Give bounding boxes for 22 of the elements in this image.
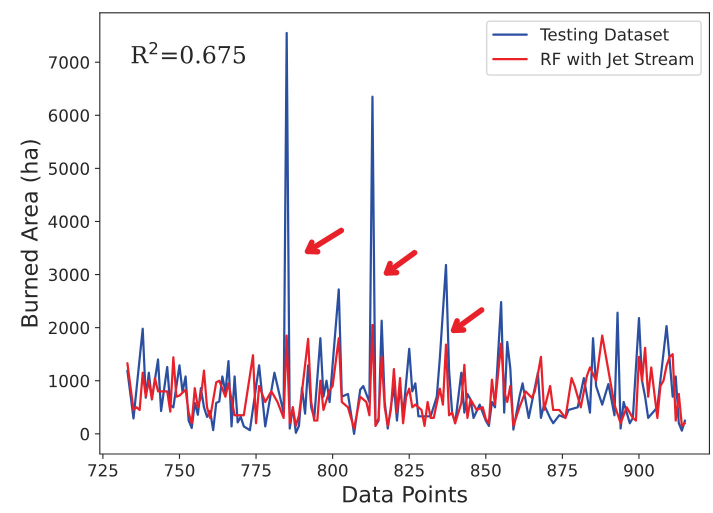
line-series xyxy=(126,324,686,430)
y-tick-label: 0 xyxy=(80,428,89,440)
y-tick-label: 7000 xyxy=(49,56,89,69)
x-tick-label: 825 xyxy=(394,464,424,477)
y-tick-label: 4000 xyxy=(48,215,89,228)
x-tick-label: 850 xyxy=(471,464,501,477)
y-tick-label: 6000 xyxy=(48,109,89,122)
annotation: R$^{2}$=0.675 xyxy=(132,42,246,64)
y-tick-label: 5000 xyxy=(48,162,89,175)
x-tick-label: 750 xyxy=(164,464,194,477)
x-tick-label: 800 xyxy=(318,464,348,477)
x-tick-label: 875 xyxy=(548,464,577,477)
x-tick-label: 725 xyxy=(88,464,118,477)
y-axis-title: Burned Area (ha) xyxy=(20,140,40,326)
legend-label: Testing Dataset xyxy=(540,28,669,44)
y-tick-label: 1000 xyxy=(50,374,89,388)
legend-label: RF with Jet Stream xyxy=(542,52,694,68)
x-axis-title: Data Points xyxy=(343,485,467,503)
y-tick-label: 3000 xyxy=(48,268,89,282)
x-tick-label: 775 xyxy=(242,464,271,477)
y-tick-label: 2000 xyxy=(48,322,89,334)
x-tick-label: 900 xyxy=(624,464,654,477)
